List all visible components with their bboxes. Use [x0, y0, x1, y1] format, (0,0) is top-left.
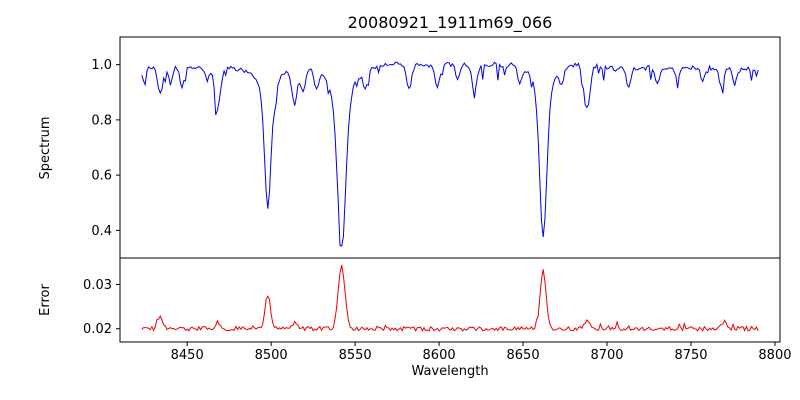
- x-tick-label: 8750: [674, 348, 707, 363]
- y-tick-label: 0.4: [91, 224, 112, 239]
- spectrum-line: [141, 61, 759, 247]
- x-tick-label: 8600: [423, 348, 456, 363]
- y-tick-label: 0.6: [91, 169, 112, 184]
- chart-title: 20080921_1911m69_066: [347, 13, 553, 32]
- error-line: [141, 264, 759, 332]
- y-tick-label: 0.03: [83, 278, 112, 293]
- x-tick-label: 8450: [171, 348, 204, 363]
- y-tick-label: 0.02: [83, 322, 112, 337]
- y-tick-label: 0.8: [91, 113, 112, 128]
- x-tick-label: 8550: [339, 348, 372, 363]
- x-tick-label: 8650: [507, 348, 540, 363]
- x-tick-label: 8700: [590, 348, 623, 363]
- x-tick-label: 8500: [255, 348, 288, 363]
- y-tick-label: 1.0: [91, 58, 112, 73]
- error-axes-frame: [119, 257, 781, 343]
- x-tick-label: 8800: [758, 348, 791, 363]
- x-axis-label: Wavelength: [411, 364, 489, 379]
